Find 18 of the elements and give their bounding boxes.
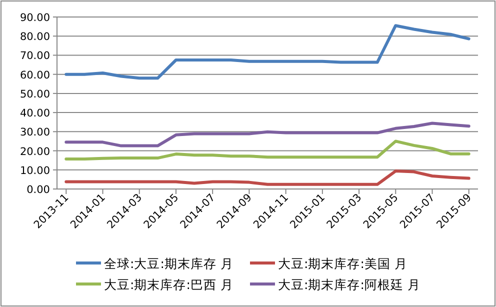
line-series [64,122,470,148]
legend-label: 大豆:期末库存:美国 月 [278,256,408,271]
legend-label: 大豆:期末库存:巴西 月 [104,277,234,292]
line-series [64,140,470,160]
y-tick-label: 50.00 [20,88,50,100]
line-series [64,24,470,80]
legend-label: 全球:大豆:期末库存 月 [104,256,234,271]
y-tick-label: 90.00 [20,12,50,24]
y-tick-label: 0.00 [26,184,50,196]
y-tick-label: 80.00 [20,31,50,44]
line-series [64,170,470,186]
legend-label: 大豆:期末库存:阿根廷 月 [278,277,420,292]
y-tick-label: 20.00 [20,146,50,158]
y-tick-label: 10.00 [20,164,50,177]
y-tick-label: 40.00 [20,108,50,120]
y-tick-label: 30.00 [20,126,50,139]
y-tick-label: 70.00 [20,50,50,62]
y-tick-label: 60.00 [20,69,50,82]
